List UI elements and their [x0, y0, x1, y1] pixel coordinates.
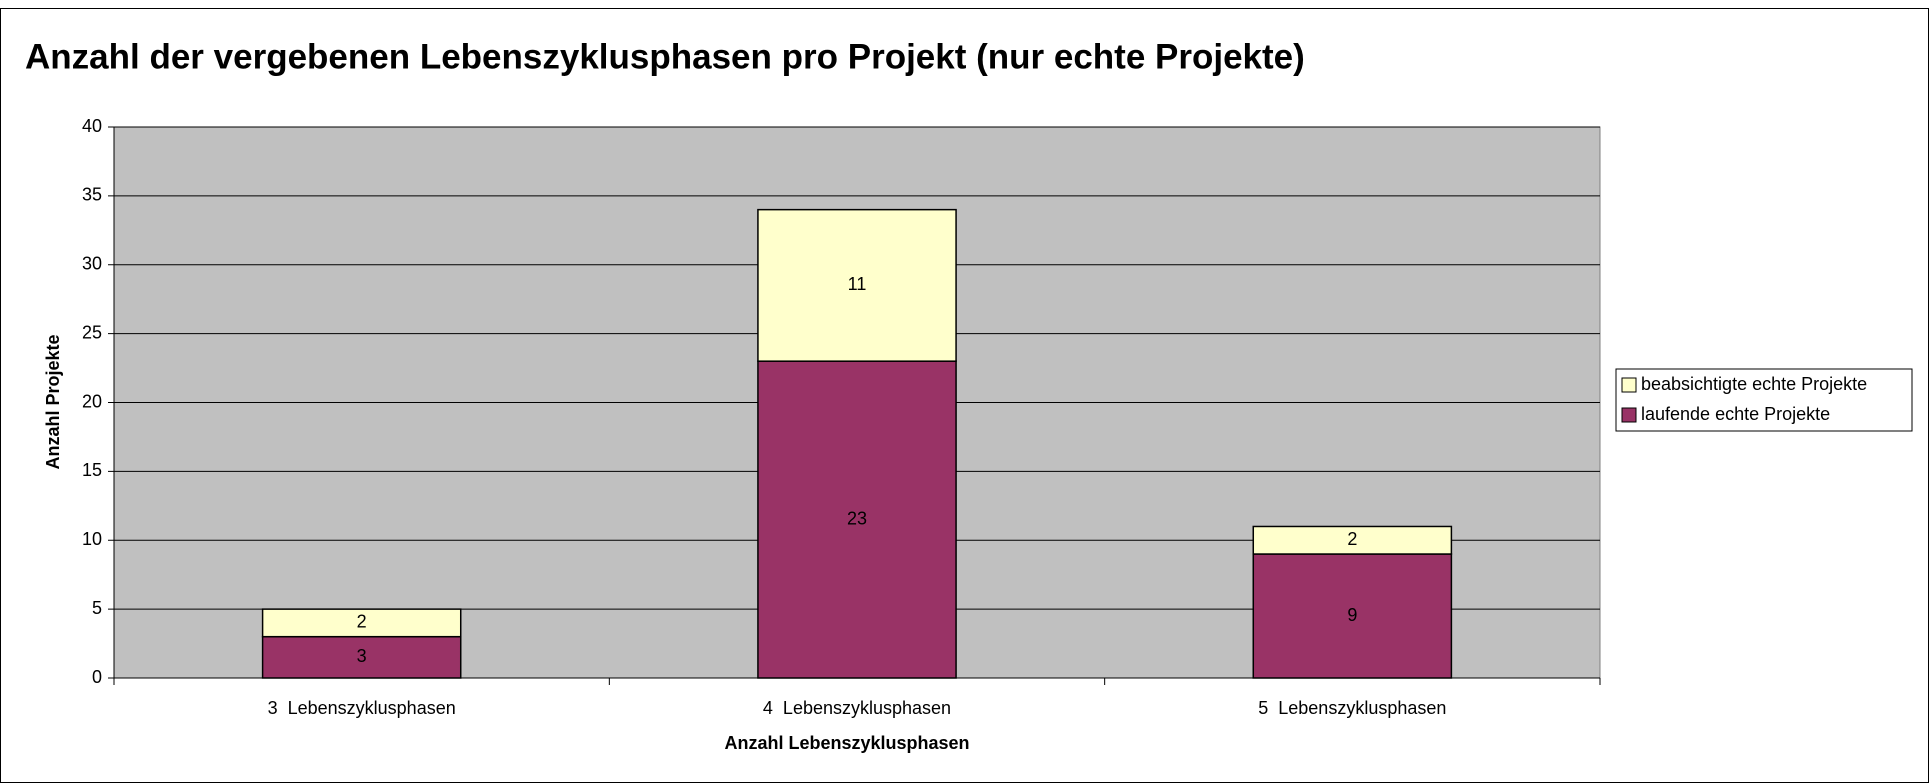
data-label: 3	[357, 646, 367, 666]
x-tick-label: 5 Lebenszyklusphasen	[1258, 698, 1446, 718]
x-tick-label: 4 Lebenszyklusphasen	[763, 698, 951, 718]
y-tick-label: 15	[82, 460, 102, 480]
legend-swatch	[1621, 377, 1637, 393]
y-tick-label: 20	[82, 391, 102, 411]
data-label: 2	[1347, 529, 1357, 549]
y-tick-label: 40	[82, 116, 102, 136]
chart-title: Anzahl der vergebenen Lebenszyklusphasen…	[25, 37, 1305, 76]
y-tick-label: 35	[82, 185, 102, 205]
bar-segment	[757, 360, 957, 679]
x-axis-label: Anzahl Lebenszyklusphasen	[724, 733, 969, 753]
y-tick-label: 0	[92, 667, 102, 687]
legend	[1615, 368, 1913, 432]
y-axis-label: Anzahl Projekte	[43, 334, 63, 469]
y-tick-label: 10	[82, 529, 102, 549]
legend-label: laufende echte Projekte	[1641, 404, 1830, 424]
bar-segment	[1252, 525, 1453, 555]
data-label: 11	[848, 274, 867, 294]
data-label: 9	[1347, 605, 1357, 625]
y-tick-label: 30	[82, 254, 102, 274]
legend-swatch	[1621, 407, 1637, 423]
bar-segment	[1252, 553, 1453, 679]
data-label: 23	[847, 508, 867, 528]
legend-label: beabsichtigte echte Projekte	[1641, 374, 1867, 394]
x-tick-label: 3 Lebenszyklusphasen	[268, 698, 456, 718]
y-tick-label: 5	[92, 598, 102, 618]
bar-segment	[757, 208, 957, 362]
data-label: 2	[357, 612, 367, 632]
bar-segment	[261, 608, 462, 638]
y-tick-label: 25	[82, 322, 102, 342]
